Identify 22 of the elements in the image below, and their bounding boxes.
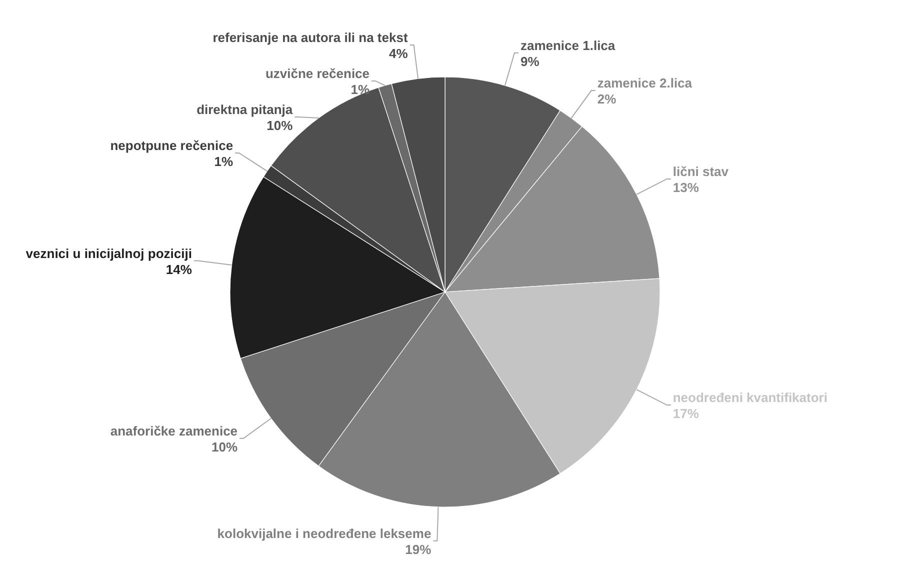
data-label: 10% <box>212 439 238 454</box>
slice-label: neodređeni kvantifikatori <box>672 390 828 406</box>
slice-label: kolokvijalne i neodređene lekseme <box>217 526 432 541</box>
data-label: 14% <box>166 262 192 277</box>
slice-label: lični stav <box>672 164 730 179</box>
slice-label: uzvične rečenice <box>265 66 370 81</box>
slice-label: direktna pitanja <box>196 102 294 117</box>
slice-label: zamenice 1.lica <box>520 38 616 53</box>
slice-label: nepotpune rečenice <box>110 138 234 153</box>
data-label: 17% <box>672 406 700 422</box>
slice-label: referisanje na autora ili na tekst <box>212 30 408 45</box>
data-label: 4% <box>388 46 408 61</box>
data-label: 1% <box>350 82 370 97</box>
data-label: 1% <box>214 154 234 169</box>
slice-label: anaforičke zamenice <box>110 423 238 438</box>
data-label: 19% <box>405 542 432 557</box>
slice-label: veznici u inicijalnoj poziciji <box>26 246 192 261</box>
data-label: 2% <box>597 92 617 107</box>
slice-label: zamenice 2.lica <box>597 76 693 91</box>
data-label: 10% <box>266 118 294 133</box>
data-label: 9% <box>520 54 540 69</box>
data-label: 13% <box>672 180 700 195</box>
